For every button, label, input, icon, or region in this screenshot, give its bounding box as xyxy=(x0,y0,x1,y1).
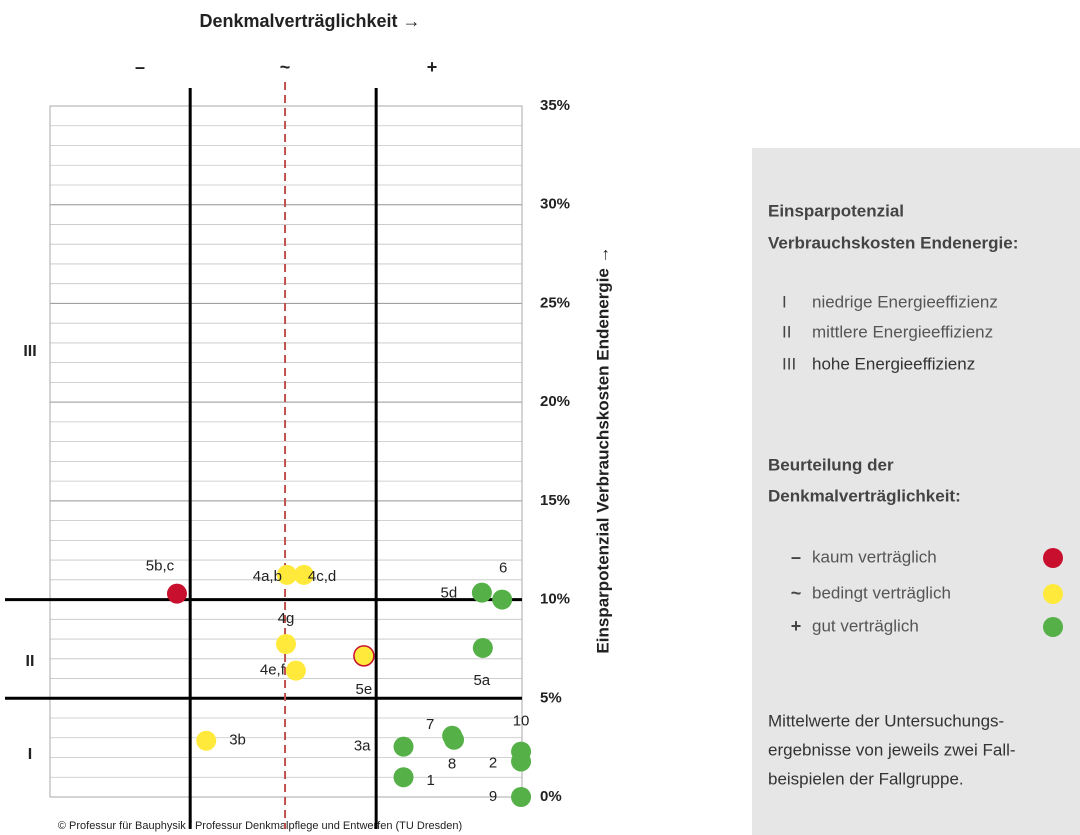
y-axis-title: Einsparpotenzial Verbrauchskosten Endene… xyxy=(593,246,612,653)
point xyxy=(276,633,296,654)
y-tick-label: 25% xyxy=(540,294,570,311)
legend-swatch xyxy=(1043,584,1063,604)
point-label: 4e,f xyxy=(260,662,286,679)
efficiency-label: niedrige Energieeffizienz xyxy=(812,292,998,311)
y-tick-label: 0% xyxy=(540,788,562,805)
panel-heading: Beurteilung der xyxy=(768,455,894,474)
panel-note: ergebnisse von jeweils zwei Fall- xyxy=(768,740,1016,759)
region-label: III xyxy=(23,343,36,360)
y-tick-label: 35% xyxy=(540,97,570,114)
legend-panel xyxy=(752,148,1080,835)
point xyxy=(444,729,465,750)
point-label: 5b,c xyxy=(146,558,175,575)
chart-title: Denkmalverträglichkeit → xyxy=(199,11,420,31)
efficiency-symbol: I xyxy=(782,292,787,311)
legend-symbol: ~ xyxy=(791,583,802,603)
point xyxy=(393,736,414,757)
point-label: 5d xyxy=(441,585,458,602)
point xyxy=(276,564,297,585)
point xyxy=(492,589,513,610)
panel-note: Mittelwerte der Untersuchungs- xyxy=(768,711,1004,730)
legend-symbol: + xyxy=(791,616,802,636)
point xyxy=(511,741,532,762)
efficiency-label: mittlere Energieeffizienz xyxy=(812,322,993,341)
point xyxy=(472,637,493,658)
category-label: – xyxy=(135,57,145,77)
point-label: 5a xyxy=(473,672,490,689)
legend-label: gut verträglich xyxy=(812,616,919,635)
point-label: 3b xyxy=(229,732,246,749)
point-label: 8 xyxy=(448,756,456,773)
legend-swatch xyxy=(1043,617,1063,637)
point xyxy=(511,787,532,807)
footer: © Professur für Bauphysik / Professur De… xyxy=(58,820,462,832)
point xyxy=(196,730,217,751)
y-tick-label: 30% xyxy=(540,196,570,213)
point-label: 1 xyxy=(427,772,435,789)
point-label: 5e xyxy=(356,681,373,698)
point-label: 10 xyxy=(513,713,530,730)
point xyxy=(393,767,414,788)
point xyxy=(353,645,375,667)
point-label: 6 xyxy=(499,560,507,577)
efficiency-symbol: II xyxy=(782,322,791,341)
y-tick-label: 15% xyxy=(540,492,570,509)
point xyxy=(285,660,306,681)
efficiency-label: hohe Energieeffizienz xyxy=(812,354,975,373)
region-label: I xyxy=(28,746,32,763)
y-tick-label: 20% xyxy=(540,393,570,410)
region-label: II xyxy=(26,653,35,670)
panel-note: beispielen der Fallgruppe. xyxy=(768,769,964,788)
point xyxy=(471,582,492,603)
point-label: 9 xyxy=(489,788,497,805)
legend-label: bedingt verträglich xyxy=(812,583,951,602)
y-tick-label: 10% xyxy=(540,591,570,608)
point-label: 7 xyxy=(426,716,434,733)
category-label: ~ xyxy=(280,57,291,77)
legend-swatch xyxy=(1043,548,1063,568)
category-label: + xyxy=(427,57,438,77)
point-label: 4a,b xyxy=(253,568,282,585)
point xyxy=(166,583,187,604)
point-label: 4g xyxy=(278,610,295,627)
y-tick-label: 5% xyxy=(540,689,562,706)
point-label: 4c,d xyxy=(308,568,336,585)
point xyxy=(293,564,314,585)
legend-label: kaum verträglich xyxy=(812,547,937,566)
legend-symbol: – xyxy=(791,547,801,567)
point-label: 2 xyxy=(489,754,497,771)
panel-heading: Einsparpotenzial xyxy=(768,201,904,220)
point-label: 3a xyxy=(354,738,371,755)
panel-heading: Denkmalverträglichkeit: xyxy=(768,486,961,505)
panel-heading: Verbrauchskosten Endenergie: xyxy=(768,233,1018,252)
efficiency-symbol: III xyxy=(782,354,796,373)
